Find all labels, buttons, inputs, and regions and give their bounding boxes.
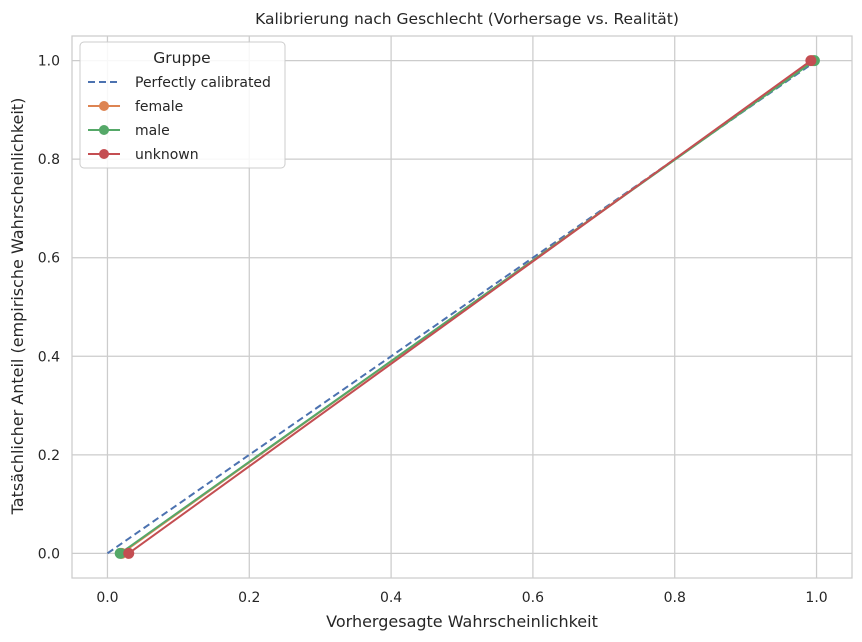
chart-title: Kalibrierung nach Geschlecht (Vorhersage… (255, 10, 679, 28)
legend-label: unknown (135, 147, 199, 163)
x-tick-label: 0.6 (522, 590, 544, 606)
legend-marker (99, 125, 109, 135)
y-axis-label: Tatsächlicher Anteil (empirische Wahrsch… (8, 98, 27, 516)
legend-entries: Perfectly calibrated female male unknown (88, 75, 271, 163)
y-tick-label: 0.4 (38, 349, 60, 365)
legend: Gruppe Perfectly calibrated female male unk… (79, 41, 286, 169)
y-tick-label: 0.8 (38, 152, 60, 168)
x-axis-label: Vorhergesagte Wahrscheinlichkeit (326, 612, 598, 631)
plot-frame (71, 35, 853, 579)
y-tick-label: 0.6 (38, 251, 60, 267)
x-tick-label: 0.8 (664, 590, 686, 606)
x-tick-label: 1.0 (805, 590, 827, 606)
series-line-unknown (128, 59, 812, 555)
data-point-unknown (123, 547, 135, 559)
legend-marker (99, 101, 109, 111)
y-tick-label: 1.0 (38, 54, 60, 70)
legend-label: male (135, 123, 170, 139)
x-tick-label: 0.0 (96, 590, 118, 606)
legend-marker (99, 149, 109, 159)
legend-label: female (135, 99, 183, 115)
x-tick-label: 0.4 (380, 590, 402, 606)
legend-title: Gruppe (153, 49, 210, 67)
series-layer (106, 55, 820, 559)
data-point-unknown (805, 55, 817, 67)
legend-label: Perfectly calibrated (135, 75, 271, 91)
legend-box (79, 41, 286, 169)
tick-labels: 0.0 0.2 0.4 0.6 0.8 1.0 0.0 0.2 0.4 0.6 0.8 1.0 (38, 54, 828, 606)
grid-lines (72, 36, 852, 578)
y-tick-label: 0.2 (38, 448, 60, 464)
y-tick-label: 0.0 (38, 546, 60, 562)
x-tick-label: 0.2 (238, 590, 260, 606)
